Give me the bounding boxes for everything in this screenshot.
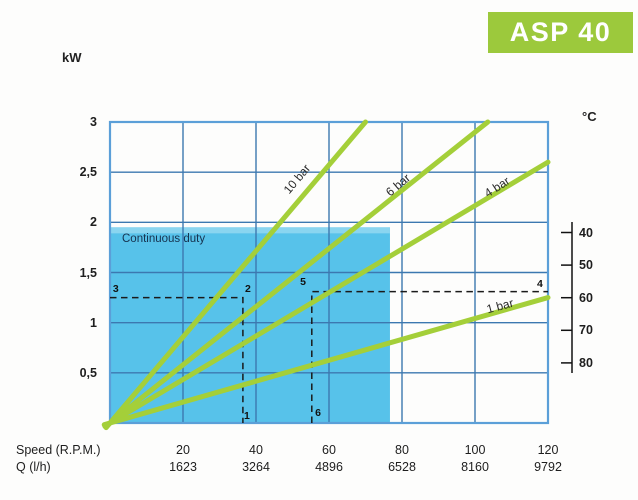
reference-point-label-5: 5 bbox=[300, 275, 306, 288]
speed-axis-caption: Speed (R.P.M.) bbox=[16, 443, 101, 457]
flow-value-label: 4896 bbox=[315, 460, 343, 474]
flow-value-label: 1623 bbox=[169, 460, 197, 474]
reference-point-label-6: 6 bbox=[315, 406, 321, 419]
continuous-duty-label: Continuous duty bbox=[122, 233, 206, 246]
flow-axis-caption: Q (l/h) bbox=[16, 460, 51, 474]
speed-tick-label: 80 bbox=[395, 443, 409, 457]
speed-tick-label: 40 bbox=[249, 443, 263, 457]
pressure-line-10-bar bbox=[103, 119, 368, 431]
speed-tick-label: 60 bbox=[322, 443, 336, 457]
pressure-line-1-bar bbox=[101, 295, 551, 428]
flow-value-label: 6528 bbox=[388, 460, 416, 474]
power-axis-tick-label: 0,5 bbox=[79, 365, 97, 380]
speed-tick-label: 100 bbox=[464, 443, 486, 457]
flow-value-label: 9792 bbox=[534, 460, 562, 474]
reference-point-label-2: 2 bbox=[245, 282, 251, 295]
flow-value-label: 8160 bbox=[461, 460, 489, 474]
flow-value-label: 3264 bbox=[242, 460, 270, 474]
reference-point-label-1: 1 bbox=[243, 409, 250, 422]
power-axis-tick-label: 2 bbox=[90, 215, 97, 230]
speed-tick-label: 120 bbox=[537, 443, 559, 457]
speed-tick-label: 20 bbox=[176, 443, 190, 457]
plot-frame bbox=[108, 120, 550, 425]
reference-point-label-4: 4 bbox=[537, 277, 543, 290]
model-badge: ASP 40 bbox=[488, 12, 633, 53]
power-axis-tick-label: 1 bbox=[90, 315, 97, 330]
power-axis-tick-label: 3 bbox=[90, 115, 97, 129]
temperature-axis-tick-label: 70 bbox=[579, 323, 593, 338]
reference-dashed-line bbox=[110, 296, 244, 423]
temperature-axis-tick-label: 40 bbox=[579, 225, 593, 240]
power-axis-unit-label: kW bbox=[62, 50, 82, 65]
temperature-axis-unit-label: °C bbox=[582, 109, 597, 124]
continuous-duty-region-top-edge bbox=[111, 227, 390, 234]
temperature-axis-tick-label: 50 bbox=[579, 258, 593, 273]
pressure-line-4-bar bbox=[102, 159, 551, 429]
temperature-axis-tick-label: 60 bbox=[579, 290, 593, 305]
reference-point-label-3: 3 bbox=[112, 282, 119, 295]
pressure-line-6-bar bbox=[102, 119, 491, 430]
power-axis-tick-label: 1,5 bbox=[79, 265, 97, 280]
reference-dashed-line bbox=[311, 290, 548, 423]
power-axis-tick-label: 2,5 bbox=[79, 165, 97, 180]
temperature-axis-tick-label: 80 bbox=[579, 355, 593, 370]
